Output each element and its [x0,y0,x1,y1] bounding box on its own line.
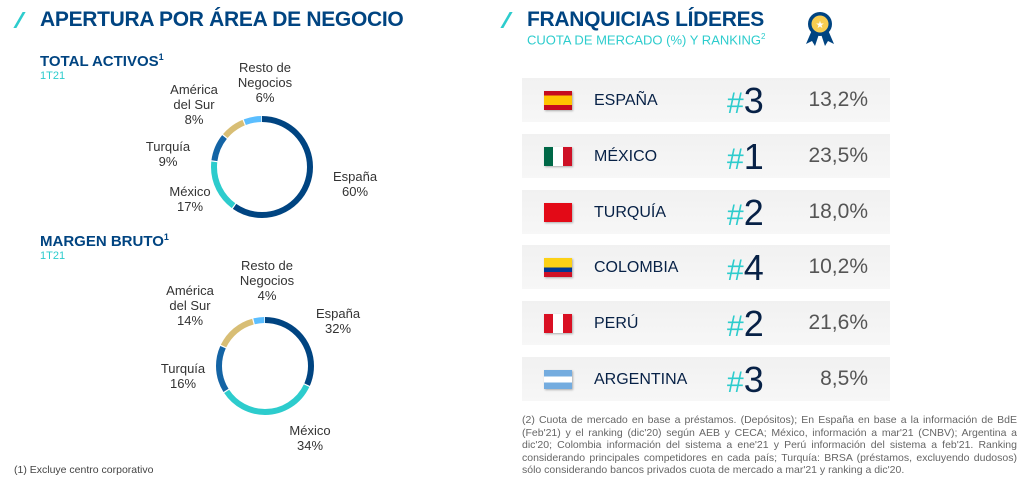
franchise-row-spain: ESPAÑA #3 13,2% [522,78,890,122]
donut-slice [211,116,313,218]
donut-slice [211,116,313,218]
slice-label: América del Sur 8% [170,82,218,127]
market-share: 13,2% [808,88,868,111]
slice-label: México 34% [289,422,331,453]
section-title: APERTURA POR ÁREA DE NEGOCIO [40,8,404,31]
franchise-row-colombia: COLOMBIA #4 10,2% [522,245,890,290]
country-name: TURQUÍA [594,203,666,221]
chart-title-1: TOTAL ACTIVOS1 [40,52,164,70]
market-share: 23,5% [808,143,868,167]
footnote-2: (2) Cuota de mercado en base a préstamos… [522,414,1017,476]
country-name: MÉXICO [594,147,658,165]
donut-slice [216,317,314,415]
country-name: ESPAÑA [594,92,658,109]
ranking: #2 [727,303,764,345]
donut-slice [216,317,314,415]
slice-label: Resto de Negocios 4% [239,258,295,303]
turkey-flag-icon [544,202,572,222]
franchise-row-peru: PERÚ #2 21,6% [522,301,890,346]
slice-label: América del Sur 14% [166,283,214,328]
slice-label: Turquía 9% [145,138,191,169]
franchise-row-turkey: TURQUÍA #2 18,0% [522,189,890,234]
market-share: 8,5% [820,367,868,390]
peru-flag-icon [544,314,572,334]
accent-slash [500,12,513,28]
country-name: ARGENTINA [594,371,688,388]
ranking: #1 [727,135,764,177]
franchise-row-mexico: MÉXICO #1 23,5% [522,133,890,178]
ranking: #3 [727,80,764,121]
slice-label: México 17% [169,183,211,214]
colombia-flag-icon [544,258,572,278]
ranking: #4 [727,247,764,289]
chart-subtitle-1: 1T21 [40,70,66,82]
franchises-title: FRANQUICIAS LÍDERES [527,8,764,31]
spain-flag-icon [544,91,572,110]
franchises-subtitle: CUOTA DE MERCADO (%) Y RANKING2 [527,32,766,48]
footnote-1: (1) Excluye centro corporativo [14,464,154,476]
svg-text:★: ★ [816,20,825,31]
ranking: #2 [727,191,764,233]
slice-label: Resto de Negocios 6% [237,60,293,105]
country-name: COLOMBIA [594,259,679,277]
chart-subtitle-2: 1T21 [40,250,66,262]
slice-label: España 60% [332,168,378,199]
award-ribbon-icon: ★ [806,12,834,46]
donut-chart-total-activos [211,116,314,415]
market-share: 21,6% [808,311,868,335]
chart-title-2: MARGEN BRUTO1 [40,232,169,250]
slice-label: España 32% [315,305,361,336]
slice-label: Turquía 16% [160,360,206,391]
franchise-row-argentina: ARGENTINA #3 8,5% [522,357,890,401]
ranking: #3 [727,359,764,400]
donut-slice [216,317,314,415]
argentina-flag-icon [544,370,572,389]
market-share: 18,0% [808,199,868,223]
market-share: 10,2% [808,255,868,279]
country-name: PERÚ [594,315,639,333]
mexico-flag-icon [544,146,572,166]
